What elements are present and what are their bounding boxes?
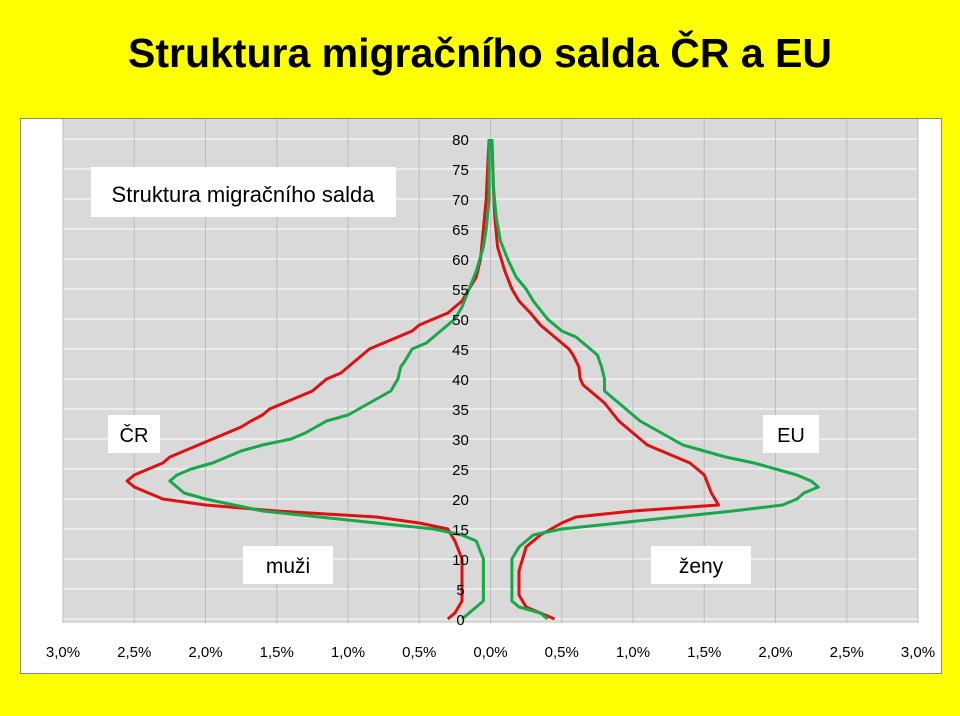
x-tick-label: 0,5% (545, 644, 579, 661)
series-line-eu-left (168, 139, 491, 621)
y-tick-label: 5 (456, 582, 464, 599)
slide-title: Struktura migračního salda ČR a EU (127, 30, 832, 76)
women-label: ženy (679, 555, 724, 578)
cr-label-box (108, 415, 160, 453)
y-tick-label: 15 (452, 522, 469, 539)
chart-frame: 0 5 10 15 20 25 30 35 40 45 50 55 60 65 70 75 80 3,0% 2,5… (20, 118, 942, 674)
chart-title-box (91, 167, 396, 217)
x-tick-label: 1,5% (687, 644, 721, 661)
y-tick-label: 55 (452, 282, 469, 299)
x-tick-label: 1,5% (260, 644, 294, 661)
y-tick-label: 65 (452, 222, 469, 239)
x-tick-label: 0,0% (473, 644, 507, 661)
x-tick-label: 2,0% (758, 644, 792, 661)
y-tick-label: 30 (452, 432, 469, 449)
y-tick-label: 35 (452, 402, 469, 419)
series-line-eu-right (490, 138, 820, 621)
x-tick-label: 0,5% (402, 644, 436, 661)
y-tick-label: 40 (452, 372, 469, 389)
y-tick-label: 50 (452, 312, 469, 329)
population-pyramid-chart: 0 5 10 15 20 25 30 35 40 45 50 55 60 65 70 75 80 3,0% 2,5… (46, 119, 935, 661)
x-tick-label: 2,5% (830, 644, 864, 661)
y-tick-label: 45 (452, 342, 469, 359)
chart-title: Struktura migračního salda (112, 182, 376, 207)
y-tick-label: 25 (452, 462, 469, 479)
y-tick-label: 20 (452, 492, 469, 509)
x-tick-label: 1,0% (616, 644, 650, 661)
x-tick-label: 3,0% (901, 644, 935, 661)
cr-label: ČR (120, 424, 149, 447)
series-line-cr-left (125, 138, 491, 621)
y-tick-label: 10 (452, 552, 469, 569)
y-tick-label: 75 (452, 162, 469, 179)
y-tick-label: 70 (452, 192, 469, 209)
x-tick-label: 2,0% (188, 644, 222, 661)
x-tick-label: 3,0% (46, 644, 80, 661)
men-label: muži (266, 555, 310, 578)
eu-label-box (763, 415, 819, 453)
eu-label: EU (777, 425, 805, 447)
women-label-box (651, 546, 751, 584)
y-tick-label: 60 (452, 252, 469, 269)
y-tick-label: 0 (456, 612, 464, 629)
y-tick-label: 80 (452, 132, 469, 149)
x-tick-label: 2,5% (117, 644, 151, 661)
x-tick-label: 1,0% (331, 644, 365, 661)
men-label-box (243, 546, 333, 584)
